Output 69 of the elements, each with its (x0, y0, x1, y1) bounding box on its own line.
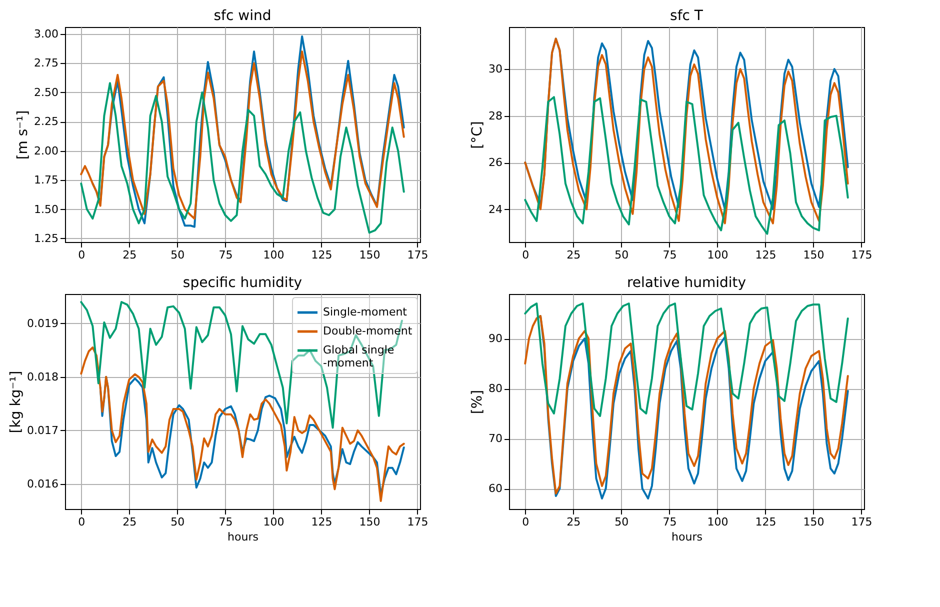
line-series (80, 82, 405, 234)
x-tick-label: 50 (170, 248, 185, 262)
x-tick-label: 150 (359, 248, 380, 262)
x-tick-label: 175 (407, 248, 428, 262)
legend-label: Single-moment (323, 306, 408, 318)
x-tick-label: 125 (755, 248, 776, 262)
y-tick-label: 28 (488, 109, 502, 122)
y-tick-label: 3.00 (34, 28, 58, 41)
x-tick-label: 50 (614, 516, 629, 528)
x-tick-label: 0 (78, 248, 86, 262)
y-tick-label: 2.00 (34, 144, 58, 158)
y-tick-label: 26 (488, 156, 502, 170)
y-tick-label: 2.50 (34, 86, 58, 99)
x-tick-label: 75 (218, 516, 233, 528)
y-tick-label: 60 (488, 482, 502, 495)
y-tick-label: 2.25 (34, 115, 58, 128)
x-tick-label: 150 (803, 248, 824, 262)
x-tick-label: 175 (851, 248, 872, 262)
y-tick-label: 2.75 (34, 56, 58, 70)
x-tick-label: 50 (170, 516, 185, 528)
x-tick-label: 125 (311, 516, 332, 528)
x-tick-label: 75 (662, 248, 677, 262)
x-tick-label: 25 (566, 516, 581, 528)
x-tick-label: 175 (407, 516, 428, 528)
x-tick-label: 25 (566, 248, 581, 262)
x-tick-label: 0 (522, 516, 530, 528)
y-axis-title: [%] (470, 390, 486, 414)
y-tick-label: 70 (488, 432, 502, 445)
x-tick-label: 25 (122, 248, 137, 262)
legend-label: Double-moment (323, 324, 413, 338)
chart-title: sfc T (670, 8, 704, 24)
y-tick-label: 90 (488, 332, 502, 345)
y-tick-label: 1.75 (34, 174, 58, 187)
y-tick-label: 1.50 (34, 202, 58, 216)
x-tick-label: 100 (263, 248, 284, 262)
y-tick-label: 30 (488, 62, 502, 76)
y-tick-label: 0.019 (27, 316, 58, 330)
line-series (524, 302, 849, 417)
y-tick-label: 24 (488, 202, 502, 216)
x-tick-label: 150 (803, 516, 824, 528)
x-tick-label: 75 (662, 516, 677, 528)
x-axis-title: hours (672, 530, 703, 544)
y-axis-title: [m s⁻¹] (15, 110, 32, 160)
x-tick-label: 125 (311, 248, 332, 262)
x-tick-label: 0 (522, 248, 530, 262)
chart-title: specific humidity (182, 275, 302, 291)
x-tick-label: 75 (218, 248, 233, 262)
x-tick-label: 100 (707, 248, 728, 262)
y-tick-label: 0.018 (27, 370, 58, 384)
y-tick-label: 80 (488, 382, 502, 395)
chart-title: relative humidity (626, 275, 746, 291)
y-tick-label: 1.25 (34, 232, 58, 245)
x-tick-label: 25 (122, 516, 137, 528)
y-axis-title: [kg kg⁻¹] (8, 370, 24, 434)
y-tick-label: 0.016 (27, 477, 58, 490)
x-tick-label: 100 (707, 516, 728, 528)
x-axis-title: hours (228, 530, 259, 544)
x-tick-label: 150 (359, 516, 380, 528)
chart-title: sfc wind (214, 8, 272, 24)
line-series (524, 96, 849, 235)
y-tick-label: 0.017 (27, 424, 58, 437)
x-tick-label: 100 (263, 516, 284, 528)
y-axis-title: [°C] (470, 121, 486, 149)
legend-label: Global single -moment (323, 344, 394, 370)
line-series (80, 346, 405, 502)
x-tick-label: 175 (851, 516, 872, 528)
x-tick-label: 0 (78, 516, 86, 528)
x-tick-label: 50 (614, 248, 629, 262)
x-tick-label: 125 (755, 516, 776, 528)
